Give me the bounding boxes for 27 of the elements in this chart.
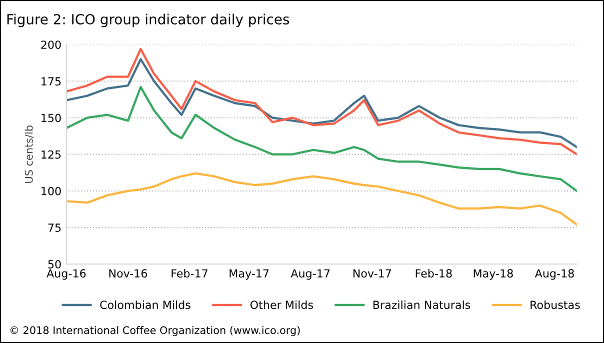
y-tick-label: 50: [48, 260, 61, 268]
legend-label: Robustas: [530, 300, 580, 310]
x-tick-label: Feb-17: [172, 268, 208, 278]
legend-label: Brazilian Naturals: [373, 300, 470, 310]
y-tick-label: 175: [42, 77, 61, 86]
y-tick-label: 125: [42, 150, 61, 159]
x-tick-label: May-17: [230, 269, 269, 280]
y-tick-label: 100: [42, 186, 61, 196]
text: © 2018 International Coffee Organization (www.ico.org): [10, 326, 300, 336]
line-series: [66, 48, 577, 156]
line-series: [66, 58, 577, 148]
x-tick-label: May-18: [474, 269, 513, 280]
y-tick-label: 200: [41, 40, 61, 49]
y-tick-label: 75: [48, 224, 61, 232]
y-axis-title: US cents/lb: [24, 126, 34, 183]
x-tick-label: Aug-16: [46, 269, 86, 280]
x-tick-label: Aug-18: [534, 269, 574, 280]
x-tick-label: Feb-18: [416, 268, 452, 278]
x-tick-label: Nov-16: [109, 269, 148, 278]
y-tick-label: 150: [42, 114, 61, 122]
line-series: [66, 86, 577, 192]
chart-title: Figure 2: ICO group indicator daily prices: [7, 14, 290, 28]
legend-label: Other Milds: [250, 300, 313, 310]
legend-label: Colombian Milds: [100, 300, 190, 310]
line-series: [66, 172, 577, 226]
x-tick-label: Nov-17: [353, 269, 391, 278]
x-tick-label: Aug-17: [290, 269, 330, 280]
